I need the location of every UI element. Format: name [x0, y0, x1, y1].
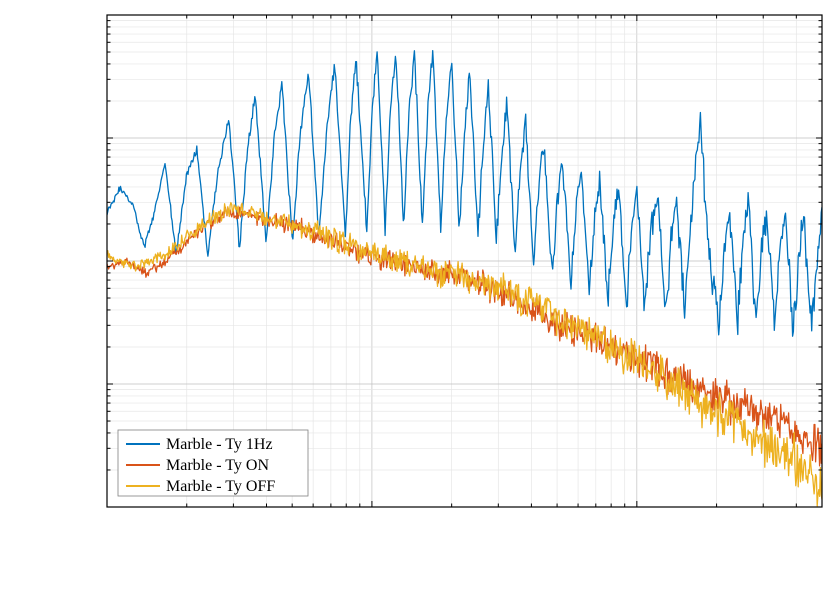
legend-label: Marble - Ty ON [166, 457, 269, 474]
legend-label: Marble - Ty OFF [166, 478, 275, 495]
legend-label: Marble - Ty 1Hz [166, 436, 273, 453]
legend: Marble - Ty 1Hz Marble - Ty ON Marble - Ty… [118, 430, 308, 496]
spectrum-chart: Marble - Ty 1Hz Marble - Ty ON Marble - Ty… [0, 0, 830, 590]
chart-container: Marble - Ty 1Hz Marble - Ty ON Marble - Ty… [0, 0, 830, 590]
